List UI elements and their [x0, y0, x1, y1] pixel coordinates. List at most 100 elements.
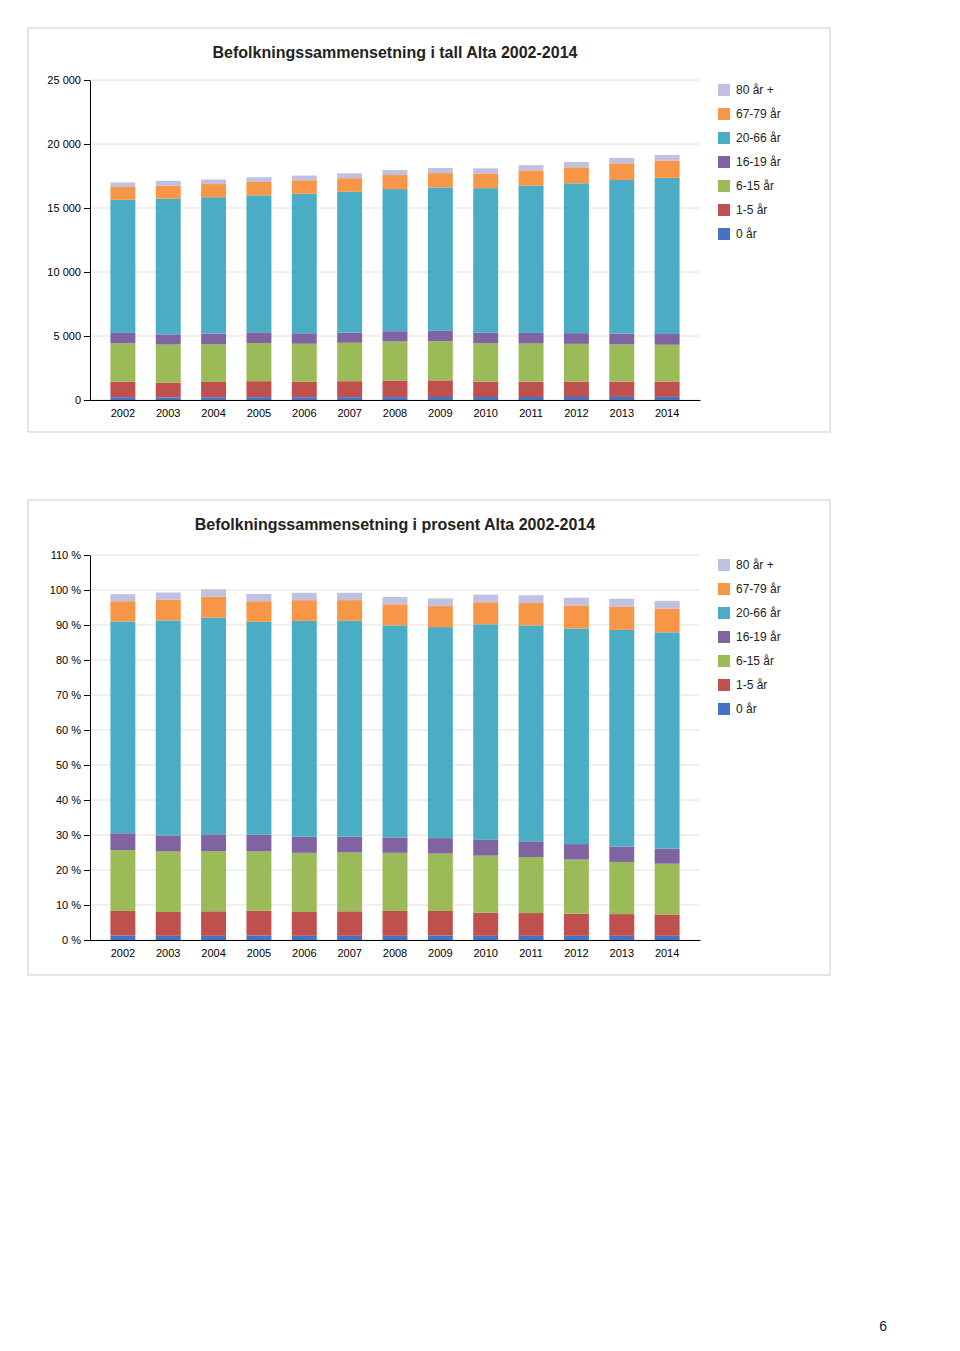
y-tick: 30 %	[56, 829, 90, 841]
legend-label: 67-79 år	[736, 582, 781, 596]
bar-segment	[519, 841, 544, 857]
y-tick: 25 000	[47, 74, 90, 86]
bar-segment	[201, 179, 226, 184]
tick-label: 25 000	[47, 74, 81, 86]
bar-segment	[383, 837, 408, 852]
tick-label: 2013	[610, 407, 634, 419]
bar-segment	[292, 397, 317, 400]
bar-series	[110, 341, 679, 382]
panel-border	[28, 500, 830, 975]
bar-segment	[564, 344, 589, 382]
bar-segment	[337, 173, 362, 178]
tick-label: 2002	[111, 407, 135, 419]
bar-segment	[337, 600, 362, 621]
bar-segment	[609, 334, 634, 345]
page-number: 6	[879, 1318, 887, 1334]
tick-label: 110 %	[51, 549, 82, 561]
bar-segment	[156, 936, 181, 940]
bar-segment	[110, 601, 135, 621]
tick-mark	[84, 144, 90, 145]
bar-segment	[337, 343, 362, 381]
bar-segment	[383, 189, 408, 331]
tick-mark	[84, 208, 90, 209]
bar-segment	[337, 397, 362, 400]
tick-mark	[84, 730, 90, 731]
bar-segment	[473, 602, 498, 624]
bar-segment	[655, 397, 680, 400]
bar-segment	[110, 382, 135, 397]
grid-line	[90, 144, 700, 145]
bar-segment	[655, 632, 680, 848]
bar-segment	[655, 161, 680, 178]
bar-segment	[292, 593, 317, 600]
axis-line	[91, 940, 701, 941]
x-tick: 2011	[519, 947, 543, 959]
legend-swatch	[718, 583, 730, 595]
bar-segment	[564, 167, 589, 183]
bar-segment	[110, 333, 135, 343]
legend-label: 67-79 år	[736, 107, 781, 121]
bar-segment	[609, 914, 634, 936]
bar-segment	[519, 603, 544, 625]
bar-series	[110, 833, 679, 863]
legend-item: 16-19 år	[718, 630, 781, 644]
bar-segment	[201, 184, 226, 197]
bar-segment	[337, 936, 362, 940]
tick-label: 2005	[247, 407, 271, 419]
legend-item: 67-79 år	[718, 107, 781, 121]
bar-segment	[110, 911, 135, 936]
tick-label: 2012	[564, 407, 588, 419]
bar-segment	[519, 333, 544, 344]
bar-segment	[156, 835, 181, 851]
bar-segment	[519, 170, 544, 185]
legend-swatch	[718, 228, 730, 240]
bar-segment	[337, 911, 362, 936]
tick-mark	[84, 555, 90, 556]
bar-segment	[655, 155, 680, 161]
bar-segment	[110, 622, 135, 834]
bar-segment	[337, 381, 362, 397]
bar-segment	[201, 597, 226, 618]
bar-segment	[655, 914, 680, 935]
tick-label: 2002	[111, 947, 135, 959]
bar-segment	[383, 175, 408, 189]
bar-segment	[110, 850, 135, 911]
bar-segment	[473, 936, 498, 940]
tick-label: 2011	[519, 947, 543, 959]
bar-segment	[564, 333, 589, 344]
bar-segment	[337, 593, 362, 600]
legend-swatch	[718, 132, 730, 144]
bar-segment	[201, 936, 226, 940]
bar-segment	[473, 840, 498, 856]
grid-line	[90, 80, 700, 81]
tick-label: 2003	[156, 407, 180, 419]
bar-segment	[519, 344, 544, 382]
y-tick: 40 %	[56, 794, 90, 806]
tick-label: 70 %	[56, 689, 81, 701]
bar-segment	[383, 397, 408, 400]
bar-segment	[519, 165, 544, 170]
bar-segment	[292, 912, 317, 936]
bar-segment	[519, 397, 544, 400]
legend-swatch	[718, 180, 730, 192]
tick-label: 60 %	[56, 724, 81, 736]
legend-label: 20-66 år	[736, 131, 781, 145]
legend-item: 0 år	[718, 227, 757, 241]
bar-segment	[655, 849, 680, 864]
y-axis: 0 %10 %20 %30 %40 %50 %60 %70 %80 %90 %1…	[50, 549, 91, 946]
axis-line	[90, 81, 91, 401]
bar-segment	[292, 600, 317, 621]
y-tick: 15 000	[47, 202, 90, 214]
bar-segment	[519, 186, 544, 333]
bar-segment	[655, 601, 680, 609]
bar-segment	[156, 912, 181, 936]
bar-segment	[292, 194, 317, 334]
tick-label: 5 000	[53, 330, 81, 342]
x-tick: 2007	[337, 407, 361, 419]
x-tick: 2009	[428, 407, 452, 419]
bar-segment	[383, 604, 408, 625]
bar-segment	[110, 187, 135, 200]
bar-segment	[246, 332, 271, 343]
bar-segment	[473, 397, 498, 400]
bar-segment	[337, 853, 362, 912]
